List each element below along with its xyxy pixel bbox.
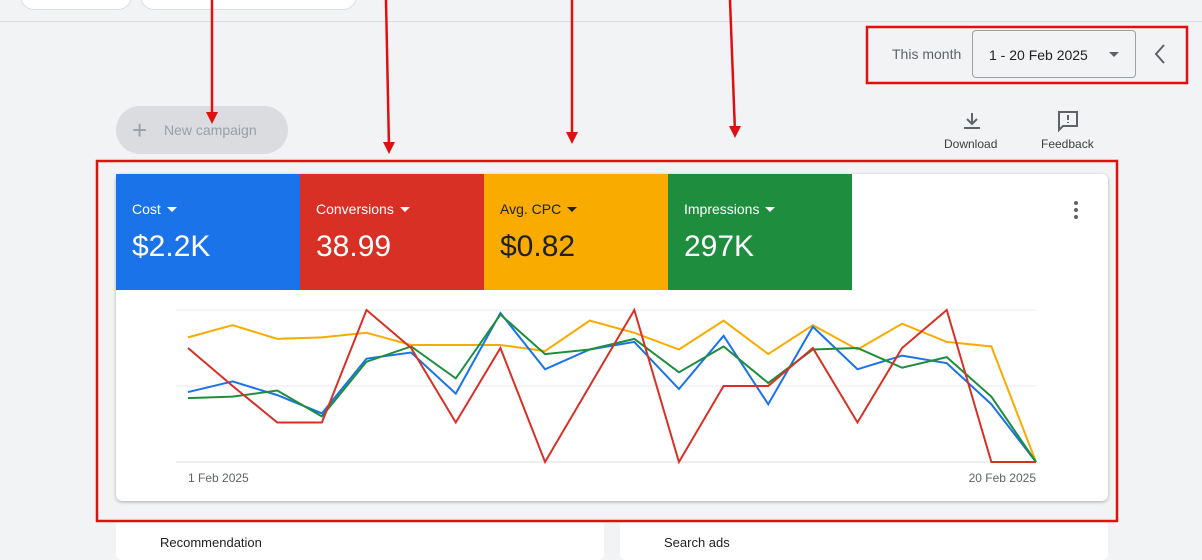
download-label[interactable]: Download	[944, 137, 998, 151]
card: Search ads	[620, 520, 1108, 560]
top-bar	[0, 0, 1202, 22]
new-campaign-label: New campaign	[164, 122, 257, 138]
x-tick-label: 20 Feb 2025	[969, 471, 1037, 485]
x-tick-label: 1 Feb 2025	[188, 471, 249, 485]
line-chart: 1 Feb 2025 20 Feb 2025	[176, 307, 1037, 485]
download-icon[interactable]	[960, 110, 984, 134]
new-campaign-button[interactable]: + New campaign	[116, 106, 288, 154]
feedback-icon[interactable]	[1056, 109, 1080, 133]
page: This month 1 - 20 Feb 2025 + New campaig…	[0, 0, 1202, 542]
feedback-label[interactable]: Feedback	[1041, 137, 1094, 151]
series-line	[187, 311, 1037, 463]
card-title: Search ads	[664, 535, 730, 550]
card: Recommendation	[116, 520, 604, 560]
plus-icon: +	[132, 115, 148, 145]
card-title: Recommendation	[160, 535, 262, 550]
